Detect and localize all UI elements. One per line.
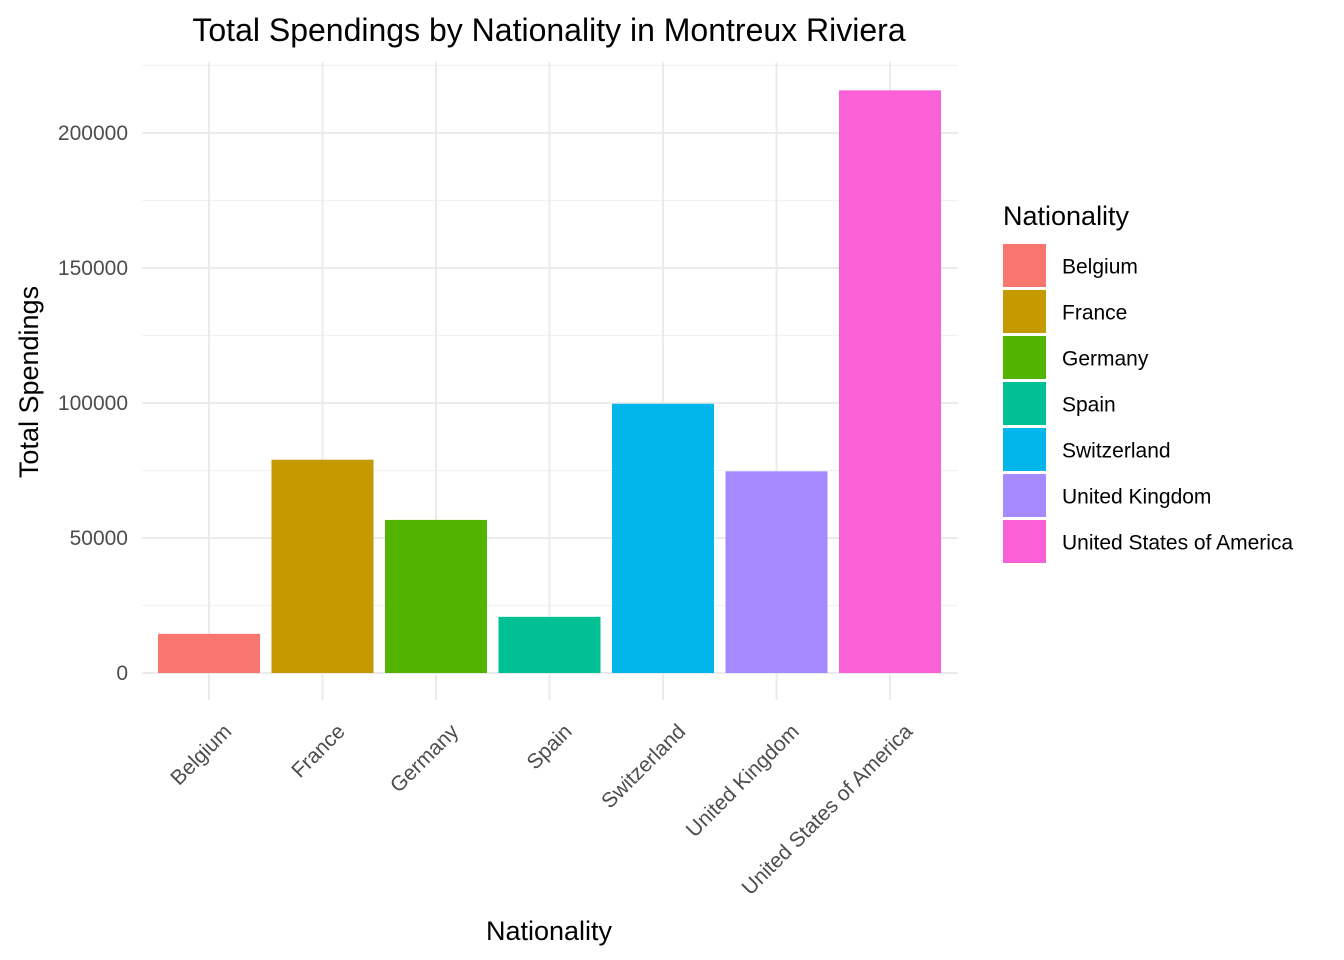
x-tick-label: Germany xyxy=(386,720,464,798)
chart-title: Total Spendings by Nationality in Montre… xyxy=(192,12,905,48)
legend-key xyxy=(1003,336,1046,379)
y-axis-ticks: 0 50000 100000 150000 200000 xyxy=(58,122,128,685)
legend-key xyxy=(1003,382,1046,425)
y-tick-label: 50000 xyxy=(70,527,128,550)
x-axis-title: Nationality xyxy=(486,916,613,946)
x-tick-label: Belgium xyxy=(166,720,236,790)
bar-switzerland xyxy=(612,403,714,673)
legend-key xyxy=(1003,290,1046,333)
y-axis-title: Total Spendings xyxy=(14,286,44,478)
legend: Nationality Belgium France Germany Spain Swi… xyxy=(1003,201,1293,563)
legend-label: Spain xyxy=(1062,394,1116,417)
bar-spain xyxy=(498,616,601,673)
bar-france xyxy=(271,459,374,673)
bar-germany xyxy=(385,519,487,673)
legend-label: Germany xyxy=(1062,348,1149,371)
legend-label: United States of America xyxy=(1062,532,1293,555)
legend-key xyxy=(1003,244,1046,287)
y-tick-label: 200000 xyxy=(58,122,128,145)
x-tick-label: Spain xyxy=(522,720,576,774)
legend-label: Switzerland xyxy=(1062,440,1171,463)
x-tick-label: France xyxy=(287,720,349,782)
bar-united-states-of-america xyxy=(839,90,941,674)
legend-title: Nationality xyxy=(1003,201,1130,231)
y-tick-label: 0 xyxy=(116,662,128,685)
legend-label: Belgium xyxy=(1062,256,1138,279)
x-tick-label: United Kingdom xyxy=(682,720,804,842)
legend-label: United Kingdom xyxy=(1062,486,1211,509)
grid-layer xyxy=(142,62,958,700)
x-tick-label: Switzerland xyxy=(597,720,690,813)
y-tick-label: 150000 xyxy=(58,257,128,280)
legend-key xyxy=(1003,428,1046,471)
bar-belgium xyxy=(158,633,260,673)
legend-key xyxy=(1003,520,1046,563)
bar-united-kingdom xyxy=(725,471,828,673)
legend-items: Belgium France Germany Spain Switzerland Unit… xyxy=(1003,244,1293,563)
x-axis-ticks: Belgium France Germany Spain SwitzerlandUnit… xyxy=(166,720,917,900)
y-tick-label: 100000 xyxy=(58,392,128,415)
legend-label: France xyxy=(1062,302,1127,325)
legend-key xyxy=(1003,474,1046,517)
bars-layer xyxy=(158,90,941,674)
